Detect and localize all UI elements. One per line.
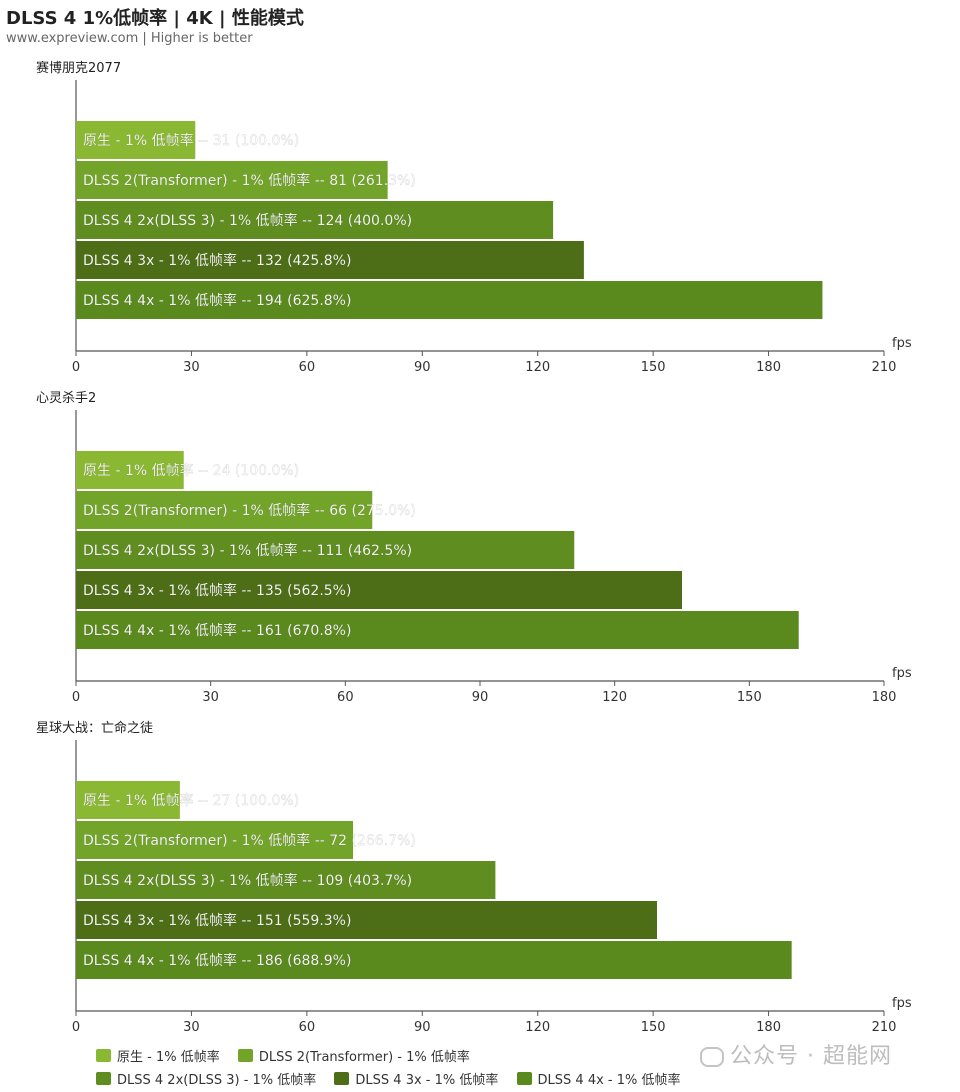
bar-label: 原生 - 1% 低帧率 -- 27 (100.0%) [83,792,299,809]
legend-swatch [96,1049,111,1062]
bar-label: 原生 - 1% 低帧率 -- 24 (100.0%) [83,462,299,479]
legend-label: 原生 - 1% 低帧率 [117,1050,220,1065]
x-tick-label: 210 [872,1020,897,1035]
bar [76,201,554,239]
bar [76,861,496,899]
legend-swatch [237,1049,253,1062]
bar-label: DLSS 2(Transformer) - 1% 低帧率 -- 66 (275.… [83,502,416,519]
panel-alan-wake-2: 心灵杀手2 fps 0 30 60 90 120 150 180 原生 - 1% 低帧率 -- 2… [36,391,912,705]
bar [76,821,354,859]
bar [76,531,575,569]
bar [76,161,388,199]
bar-label: DLSS 4 2x(DLSS 3) - 1% 低帧率 -- 124 (400.0… [83,212,412,229]
legend-item-dlss4-3x: DLSS 4 3x - 1% 低帧率 [334,1069,498,1088]
x-tick-label: 150 [641,360,666,375]
x-tick-label: 90 [472,690,489,705]
bar-label: DLSS 4 3x - 1% 低帧率 -- 151 (559.3%) [83,912,351,929]
legend-item-native: 原生 - 1% 低帧率 [96,1046,220,1065]
legend-swatch [96,1072,111,1085]
x-tick-label: 30 [202,690,219,705]
chart-title: DLSS 4 1%低帧率 | 4K | 性能模式 [6,8,304,29]
legend-item-dlss4-4x: DLSS 4 4x - 1% 低帧率 [516,1069,681,1088]
legend-label: DLSS 2(Transformer) - 1% 低帧率 [258,1050,470,1065]
legend-item-dlss2: DLSS 2(Transformer) - 1% 低帧率 [237,1046,470,1065]
bar [76,491,373,529]
panel-title: 赛博朋克2077 [36,60,121,76]
panel-cyberpunk-2077: 赛博朋克2077 fps 0 30 60 90 120 150 180 210 原生 - 1% 低帧… [36,60,912,375]
legend-label: DLSS 4 3x - 1% 低帧率 [355,1073,499,1088]
legend-swatch [334,1072,350,1085]
bar [76,781,180,819]
bar [76,901,657,939]
chart-subtitle: www.expreview.com | Higher is better [6,31,253,46]
bar-label: DLSS 4 4x - 1% 低帧率 -- 186 (688.9%) [83,952,351,969]
bar [76,611,799,649]
bar [76,281,823,319]
x-tick-label: 30 [183,360,200,375]
bar-label: DLSS 4 2x(DLSS 3) - 1% 低帧率 -- 109 (403.7… [83,872,412,889]
bar-label: DLSS 4 4x - 1% 低帧率 -- 194 (625.8%) [83,292,351,309]
legend-label: DLSS 4 2x(DLSS 3) - 1% 低帧率 [117,1073,317,1088]
x-tick-label: 90 [414,1020,431,1035]
x-tick-label: 150 [641,1020,666,1035]
bar-label: DLSS 4 4x - 1% 低帧率 -- 161 (670.8%) [83,622,351,639]
panel-star-wars-outlaws: 星球大战：亡命之徒 fps 0 30 60 90 120 150 180 210 原生 - 1% 低… [36,720,912,1035]
x-tick-label: 0 [72,690,80,705]
x-tick-label: 180 [872,690,897,705]
bar [76,121,196,159]
watermark: 公众号 · 超能网 [700,1038,892,1070]
x-tick-label: 120 [525,1020,550,1035]
x-tick-label: 0 [72,1020,80,1035]
x-tick-label: 60 [337,690,354,705]
x-tick-label: 60 [299,360,316,375]
bar-label: DLSS 4 3x - 1% 低帧率 -- 132 (425.8%) [83,252,351,269]
x-tick-label: 210 [872,360,897,375]
bar [76,571,682,609]
x-axis-unit: fps [892,666,912,681]
legend-item-dlss4-2x: DLSS 4 2x(DLSS 3) - 1% 低帧率 [96,1069,316,1088]
bar-label: DLSS 2(Transformer) - 1% 低帧率 -- 72 (266.… [83,832,416,849]
x-tick-label: 0 [72,360,80,375]
x-tick-label: 60 [299,1020,316,1035]
x-axis-unit: fps [892,336,912,351]
bar [76,941,792,979]
bar-label: DLSS 2(Transformer) - 1% 低帧率 -- 81 (261.… [83,172,416,189]
legend-swatch [516,1072,532,1085]
panel-title: 星球大战：亡命之徒 [36,720,153,736]
legend-label: DLSS 4 4x - 1% 低帧率 [537,1073,681,1088]
wechat-icon [700,1047,724,1067]
panel-title: 心灵杀手2 [36,391,96,406]
x-axis-unit: fps [892,996,912,1011]
bar [76,241,584,279]
bar-label: DLSS 4 2x(DLSS 3) - 1% 低帧率 -- 111 (462.5… [83,542,412,559]
x-tick-label: 150 [737,690,762,705]
x-tick-label: 90 [414,360,431,375]
x-tick-label: 120 [602,690,627,705]
bar [76,451,184,489]
bar-label: 原生 - 1% 低帧率 -- 31 (100.0%) [83,132,299,149]
x-tick-label: 30 [183,1020,200,1035]
x-tick-label: 120 [525,360,550,375]
x-tick-label: 180 [756,1020,781,1035]
chart-legend: 原生 - 1% 低帧率 DLSS 2(Transformer) - 1% 低帧率… [96,1046,696,1092]
watermark-text: 公众号 · 超能网 [730,1044,892,1069]
bar-label: DLSS 4 3x - 1% 低帧率 -- 135 (562.5%) [83,582,351,599]
x-tick-label: 180 [756,360,781,375]
